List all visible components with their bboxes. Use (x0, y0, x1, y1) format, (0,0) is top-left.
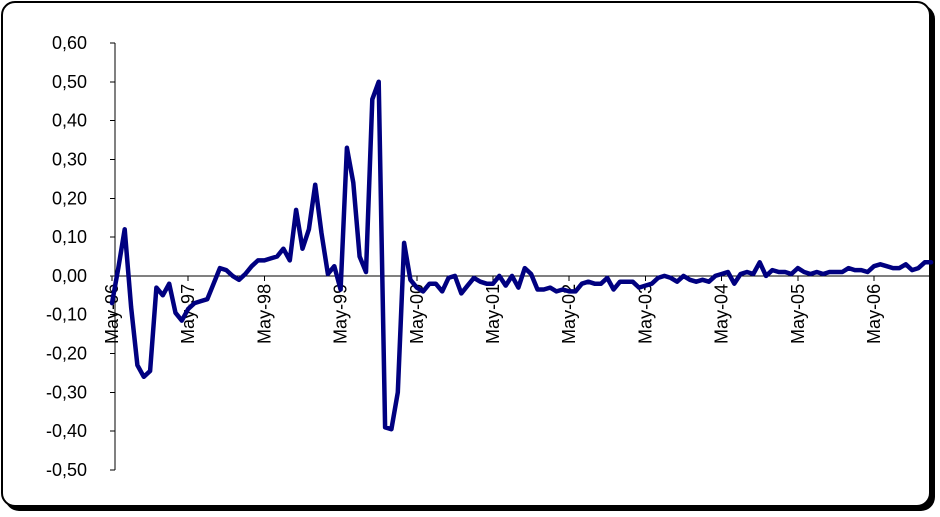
chart-frame (1, 1, 931, 507)
y-tick-label: -0,30 (46, 382, 87, 402)
y-tick-label: 0,10 (52, 227, 87, 247)
x-tick-label: May-01 (483, 284, 503, 344)
x-tick-label: May-98 (254, 284, 274, 344)
y-tick-label: 0,40 (52, 111, 87, 131)
y-tick-label: -0,40 (46, 421, 87, 441)
x-tick-label: May-06 (864, 284, 884, 344)
x-tick-label: May-04 (712, 284, 732, 344)
y-tick-label: 0,00 (52, 266, 87, 286)
y-tick-label: -0,20 (46, 344, 87, 364)
x-tick-label: May-97 (178, 284, 198, 344)
y-tick-label: 0,50 (52, 72, 87, 92)
x-tick-label: May-03 (635, 284, 655, 344)
series-line (109, 79, 934, 432)
y-tick-label: -0,50 (46, 460, 87, 480)
y-tick-label: 0,20 (52, 188, 87, 208)
y-tick-label: 0,60 (52, 33, 87, 53)
x-tick-label: May-96 (102, 284, 122, 344)
y-tick-label: -0,10 (46, 305, 87, 325)
x-ticks: May-96 May-97 May-98 May-99 May-00 May-01 May-… (102, 275, 884, 344)
x-tick-label: May-05 (788, 284, 808, 344)
x-tick-label: May-99 (331, 284, 351, 344)
y-tick-label: 0,30 (52, 149, 87, 169)
series-group (109, 79, 934, 432)
y-ticks: 0,60 0,50 0,40 0,30 0,20 0,10 0,00 -0,10 -0,20 -0… (46, 33, 115, 480)
x-tick-label: May-02 (559, 284, 579, 344)
axes (114, 43, 934, 470)
x-tick-label: May-00 (407, 284, 427, 344)
